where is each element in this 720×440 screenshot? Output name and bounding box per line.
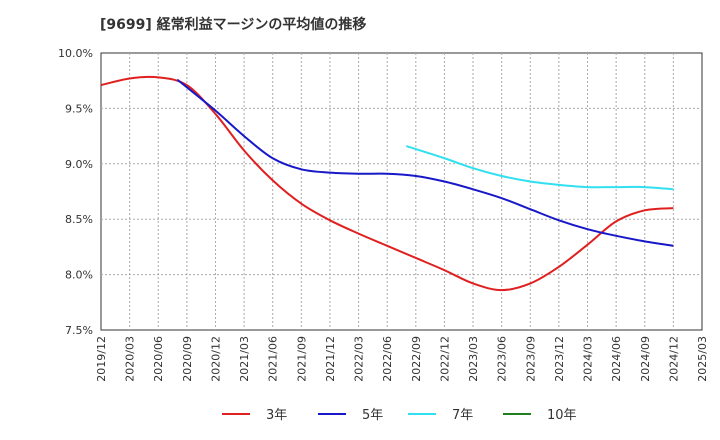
- series-line-1: [100, 75, 674, 292]
- legend-label: 3年: [266, 408, 287, 423]
- x-tick-label: 2022/06: [381, 336, 394, 382]
- plot-frame: [100, 52, 703, 331]
- x-tick-label: 2023/12: [553, 336, 566, 382]
- x-tick-label: 2020/09: [181, 336, 194, 382]
- x-tick-label: 2022/03: [353, 336, 366, 382]
- x-tick-label: 2021/06: [267, 336, 280, 382]
- series-line-2: [176, 78, 674, 247]
- x-tick-label: 2022/12: [438, 336, 451, 382]
- x-tick-label: 2021/12: [324, 336, 337, 382]
- x-tick-label: 2023/03: [467, 336, 480, 382]
- y-tick-label: 9.5%: [65, 102, 93, 115]
- legend-label: 5年: [362, 408, 383, 423]
- y-tick-label: 9.0%: [65, 158, 93, 171]
- x-tick-label: 2023/09: [524, 336, 537, 382]
- legend-label: 7年: [452, 408, 473, 423]
- y-tick-label: 10.0%: [58, 47, 93, 60]
- chart-title: [9699] 経常利益マージンの平均値の推移: [100, 17, 367, 33]
- x-tick-label: 2024/06: [610, 336, 623, 382]
- x-tick-label: 2024/03: [582, 336, 595, 382]
- x-tick-label: 2022/09: [410, 336, 423, 382]
- x-tick-label: 2020/12: [209, 336, 222, 382]
- y-tick-label: 8.5%: [65, 213, 93, 226]
- series-line-3: [405, 145, 674, 191]
- y-tick-label: 7.5%: [65, 324, 93, 337]
- x-tick-label: 2024/12: [667, 336, 680, 382]
- x-tick-label: 2020/06: [152, 336, 165, 382]
- legend-label: 10年: [547, 408, 577, 423]
- x-tick-label: 2021/03: [238, 336, 251, 382]
- x-tick-label: 2021/09: [295, 336, 308, 382]
- x-tick-label: 2020/03: [124, 336, 137, 382]
- x-tick-label: 2019/12: [95, 336, 108, 382]
- x-tick-label: 2023/06: [496, 336, 509, 382]
- y-tick-label: 8.0%: [65, 269, 93, 282]
- x-tick-label: 2024/09: [639, 336, 652, 382]
- x-tick-label: 2025/03: [696, 336, 709, 382]
